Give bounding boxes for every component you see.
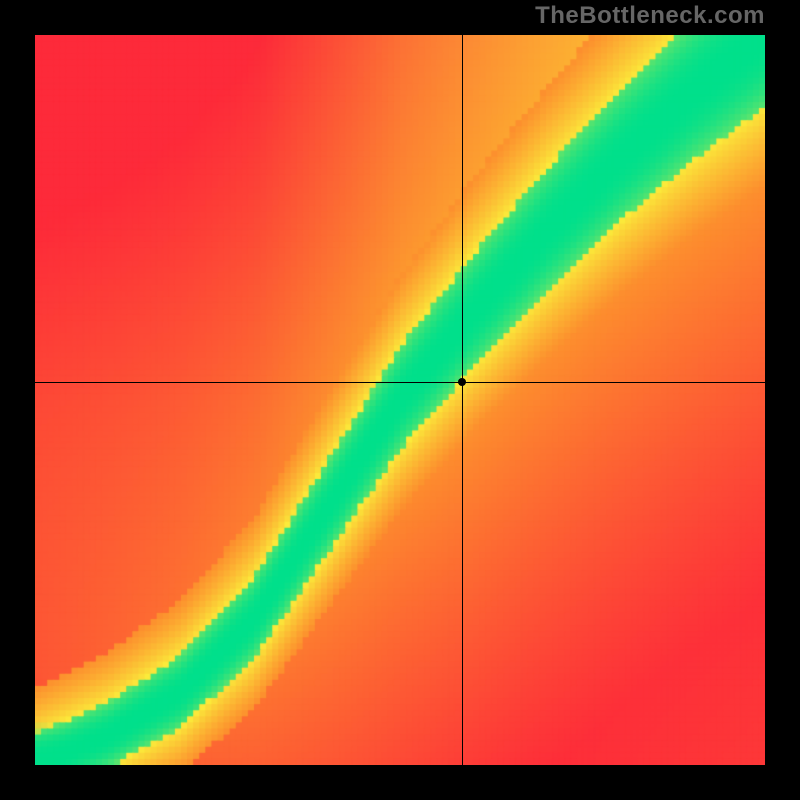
crosshair-vertical [462, 35, 463, 765]
watermark-text: TheBottleneck.com [535, 2, 765, 30]
crosshair-horizontal [35, 382, 765, 383]
chart-container: TheBottleneck.com [0, 0, 800, 800]
heatmap-canvas [35, 35, 765, 765]
data-point-marker [458, 378, 466, 386]
plot-area [35, 35, 765, 765]
